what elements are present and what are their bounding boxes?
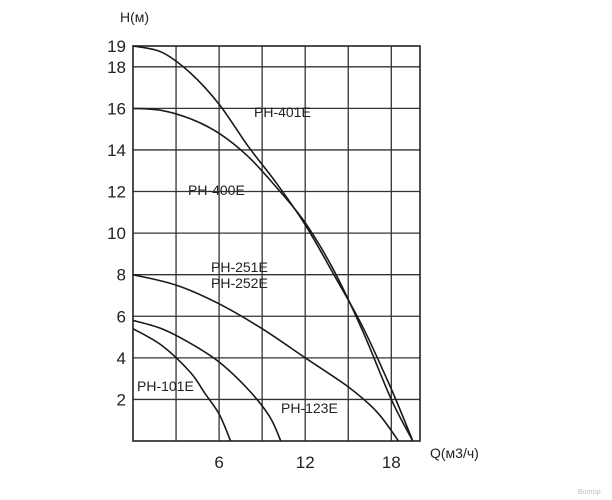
y-axis-label: H(м): [120, 9, 149, 25]
series-line-ph-400e: [132, 107, 414, 442]
series-line-ph-101e: [132, 328, 232, 442]
y-tick-label: 8: [117, 266, 126, 285]
y-tick-label: 4: [117, 349, 126, 368]
label-ph-123e: PH-123E: [281, 400, 338, 416]
watermark: Волгор: [578, 489, 601, 496]
y-tick-label: 12: [107, 183, 126, 202]
x-tick-label: 18: [382, 453, 401, 472]
x-tick-label: 6: [214, 453, 223, 472]
y-tick-label: 19: [107, 37, 126, 56]
y-tick-label: 2: [117, 390, 126, 409]
x-axis-label: Q(м3/ч): [430, 445, 479, 461]
y-tick-label: 10: [107, 224, 126, 243]
y-tick-label: 6: [117, 307, 126, 326]
label-ph-251e: PH-251E: [211, 259, 268, 275]
grid: [133, 46, 420, 441]
series-line-ph-401e: [132, 45, 414, 442]
label-ph-400e: PH-400E: [188, 182, 245, 198]
tick-labels: 2 4 6 8 10 12 14 16 18 19 6 12 18: [107, 37, 401, 472]
x-tick-label: 12: [296, 453, 315, 472]
series-line-ph-251e-ph-252e: [132, 273, 400, 442]
label-ph-252e: PH-252E: [211, 275, 268, 291]
y-tick-label: 14: [107, 141, 126, 160]
label-ph-101e: PH-101E: [137, 378, 194, 394]
curves: [132, 45, 414, 442]
series-line-ph-123e: [132, 319, 282, 442]
label-ph-401e: PH-401E: [254, 104, 311, 120]
plot-frame: [132, 45, 421, 442]
y-tick-label: 16: [107, 99, 126, 118]
y-tick-label: 18: [107, 58, 126, 77]
